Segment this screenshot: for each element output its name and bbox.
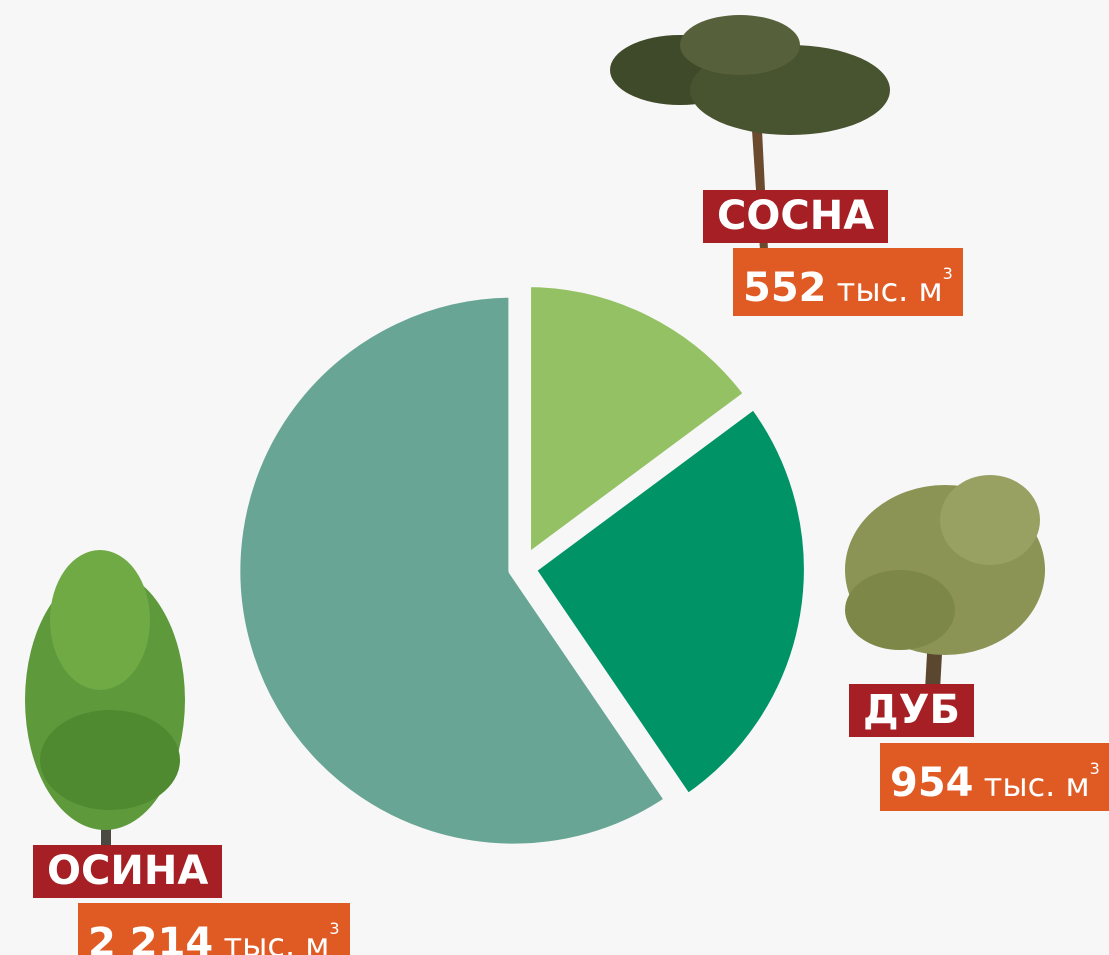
category-label: ДУБ <box>849 684 974 737</box>
value-number: 2 214 <box>88 920 214 955</box>
value-label: 954 тыс. м3 <box>880 743 1109 811</box>
unit: тыс. м <box>836 271 943 309</box>
value-number: 552 <box>743 265 827 311</box>
unit-exponent: 3 <box>942 264 953 283</box>
pie-slice <box>525 398 814 805</box>
unit-exponent: 3 <box>1089 759 1100 778</box>
oak-tree <box>845 475 1045 690</box>
value-number: 954 <box>890 760 974 806</box>
pine-tree <box>610 15 890 250</box>
pie-slice <box>521 276 755 565</box>
value-label: 2 214 тыс. м3 <box>78 903 350 955</box>
category-label: ОСИНА <box>33 845 223 898</box>
pie-slice <box>230 287 675 854</box>
unit: тыс. м <box>983 766 1090 804</box>
unit-exponent: 3 <box>329 919 340 938</box>
aspen-tree <box>25 550 185 850</box>
category-label: СОСНА <box>703 190 889 243</box>
unit: тыс. м <box>223 926 330 955</box>
value-label: 552 тыс. м3 <box>733 248 963 316</box>
